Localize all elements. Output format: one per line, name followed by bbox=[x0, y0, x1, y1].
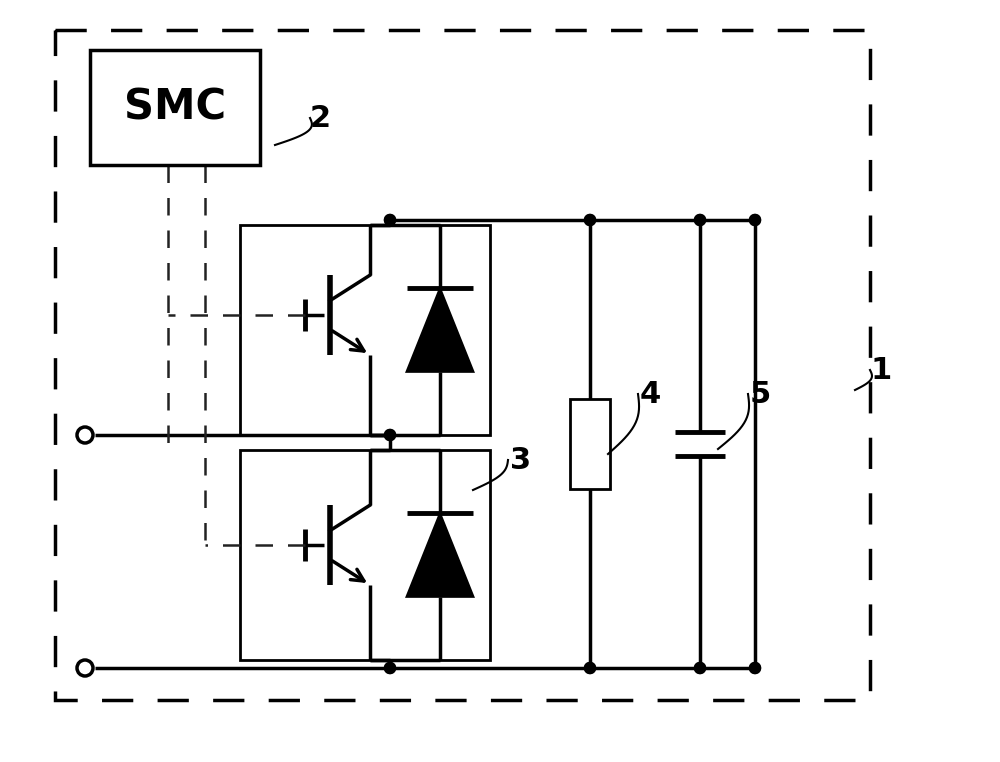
Polygon shape bbox=[407, 513, 473, 597]
Text: 4: 4 bbox=[640, 379, 661, 408]
Circle shape bbox=[584, 662, 596, 674]
Circle shape bbox=[750, 214, 761, 226]
Bar bbox=[240, 450, 490, 660]
Bar bbox=[240, 225, 490, 435]
Circle shape bbox=[385, 430, 396, 440]
Circle shape bbox=[584, 214, 596, 226]
Circle shape bbox=[385, 662, 396, 674]
Polygon shape bbox=[407, 288, 473, 372]
Circle shape bbox=[694, 214, 706, 226]
Circle shape bbox=[584, 662, 596, 674]
Circle shape bbox=[385, 430, 396, 440]
Circle shape bbox=[694, 662, 706, 674]
Circle shape bbox=[694, 214, 706, 226]
Text: 3: 3 bbox=[510, 446, 531, 475]
Circle shape bbox=[750, 214, 761, 226]
Text: SMC: SMC bbox=[124, 87, 226, 129]
Text: 1: 1 bbox=[870, 356, 891, 385]
Circle shape bbox=[385, 214, 396, 226]
Text: 2: 2 bbox=[310, 104, 331, 133]
Bar bbox=[90, 50, 260, 165]
Circle shape bbox=[385, 662, 396, 674]
Bar bbox=[570, 399, 610, 489]
Text: 5: 5 bbox=[750, 379, 771, 408]
Circle shape bbox=[694, 662, 706, 674]
Circle shape bbox=[385, 214, 396, 226]
Circle shape bbox=[750, 662, 761, 674]
Circle shape bbox=[584, 214, 596, 226]
Circle shape bbox=[750, 662, 761, 674]
